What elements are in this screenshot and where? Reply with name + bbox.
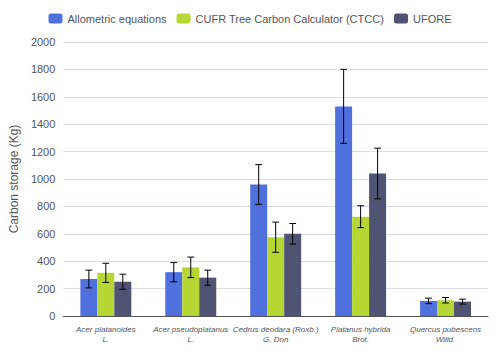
svg-text:1600: 1600 xyxy=(31,91,55,103)
svg-text:G. Don: G. Don xyxy=(263,335,289,344)
svg-text:Acer platanoides: Acer platanoides xyxy=(75,325,136,334)
svg-text:1000: 1000 xyxy=(31,173,55,185)
svg-text:Brot.: Brot. xyxy=(352,335,369,344)
svg-text:Platanus hybrida: Platanus hybrida xyxy=(331,325,391,334)
svg-text:1800: 1800 xyxy=(31,63,55,75)
svg-text:400: 400 xyxy=(37,255,55,267)
svg-text:200: 200 xyxy=(37,283,55,295)
svg-text:0: 0 xyxy=(49,310,55,322)
svg-text:600: 600 xyxy=(37,228,55,240)
svg-text:Carbon storage (Kg): Carbon storage (Kg) xyxy=(7,125,21,234)
svg-text:1400: 1400 xyxy=(31,118,55,130)
svg-text:Quercus pubescens: Quercus pubescens xyxy=(410,325,481,334)
svg-text:Willd.: Willd. xyxy=(436,335,455,344)
svg-text:800: 800 xyxy=(37,200,55,212)
svg-text:CUFR Tree Carbon Calculator (C: CUFR Tree Carbon Calculator (CTCC) xyxy=(196,13,384,25)
svg-text:L.: L. xyxy=(187,335,194,344)
svg-text:Acer pseudoplatanus: Acer pseudoplatanus xyxy=(152,325,228,334)
svg-text:Allometric equations: Allometric equations xyxy=(67,13,167,25)
svg-text:1200: 1200 xyxy=(31,146,55,158)
svg-text:L.: L. xyxy=(102,335,109,344)
svg-text:2000: 2000 xyxy=(31,36,55,48)
svg-text:UFORE: UFORE xyxy=(413,13,452,25)
svg-text:Cedrus deodara (Roxb.): Cedrus deodara (Roxb.) xyxy=(233,325,319,334)
